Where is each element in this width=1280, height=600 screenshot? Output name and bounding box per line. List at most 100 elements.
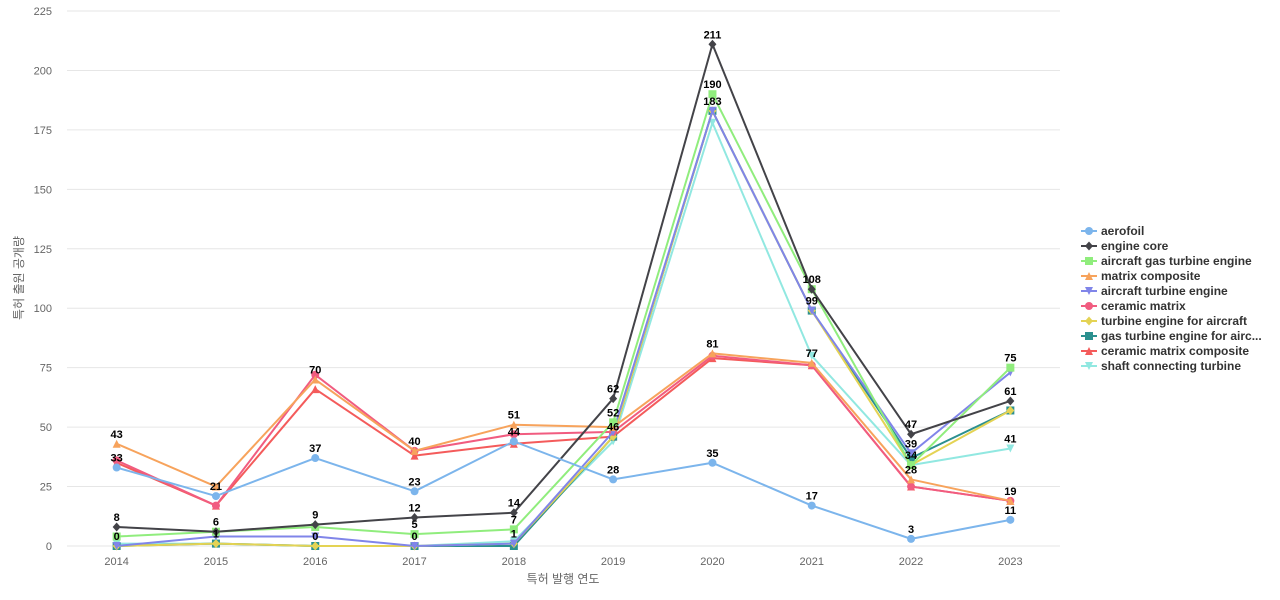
y-tick-label: 0 (46, 541, 52, 553)
data-point (807, 358, 816, 367)
legend-item[interactable]: turbine engine for aircraft (1081, 314, 1247, 328)
data-point (509, 420, 518, 429)
legend-item[interactable]: aerofoil (1081, 224, 1144, 238)
data-label: 1 (511, 529, 517, 541)
x-tick-label: 2016 (303, 556, 327, 568)
y-tick-label: 25 (40, 482, 52, 494)
data-label: 28 (905, 464, 917, 476)
x-tick-label: 2017 (402, 556, 426, 568)
data-point (410, 512, 419, 522)
data-point (410, 530, 419, 539)
data-label: 99 (806, 296, 818, 308)
legend-item[interactable]: ceramic matrix (1081, 299, 1186, 313)
legend-label: ceramic matrix composite (1101, 344, 1249, 358)
data-point (211, 527, 220, 537)
y-tick-label: 150 (34, 184, 52, 196)
data-label: 34 (905, 450, 918, 462)
data-point (807, 351, 816, 360)
data-point (509, 539, 518, 548)
data-point (907, 482, 916, 491)
data-point (112, 456, 121, 465)
data-point (609, 394, 618, 404)
legend-item[interactable]: ceramic matrix composite (1081, 344, 1249, 358)
legend-item[interactable]: matrix composite (1081, 269, 1201, 283)
data-label: 211 (704, 29, 722, 41)
legend-marker (1085, 347, 1093, 355)
data-point (807, 501, 816, 510)
series-line (116, 354, 1011, 507)
data-point (609, 423, 618, 432)
legend-marker (1085, 362, 1093, 370)
y-tick-label: 50 (40, 422, 52, 434)
data-label: 28 (607, 464, 619, 476)
series-aerofoil (112, 437, 1015, 543)
data-label: 11 (1005, 505, 1017, 517)
data-point (907, 449, 916, 458)
data-label: 41 (1004, 434, 1016, 446)
data-point (509, 430, 518, 439)
legend-label: aircraft turbine engine (1101, 284, 1228, 298)
data-point (509, 437, 518, 446)
data-label: 77 (806, 348, 818, 360)
data-label: 190 (703, 79, 721, 91)
data-label: 0 (114, 531, 120, 543)
data-label: 43 (111, 429, 123, 441)
series-line (116, 109, 1011, 547)
x-tick-label: 2015 (204, 556, 228, 568)
data-label: 14 (508, 498, 521, 510)
legend-marker (1085, 272, 1093, 280)
legend-label: shaft connecting turbine (1101, 359, 1241, 373)
data-point (1006, 515, 1015, 524)
data-label: 70 (309, 365, 321, 377)
data-label: 51 (508, 410, 520, 422)
y-tick-label: 175 (34, 125, 52, 137)
legend-label: matrix composite (1101, 269, 1201, 283)
data-point (211, 482, 220, 491)
y-tick-label: 125 (34, 244, 52, 256)
data-label: 23 (408, 476, 420, 488)
x-tick-label: 2014 (104, 556, 128, 568)
x-tick-label: 2022 (899, 556, 923, 568)
legend-marker (1085, 316, 1093, 326)
data-point (410, 542, 419, 550)
data-point (807, 284, 816, 294)
data-label: 44 (508, 426, 521, 438)
data-label: 62 (607, 384, 619, 396)
data-point (1006, 405, 1015, 415)
data-point (708, 349, 717, 358)
data-label: 12 (408, 502, 420, 514)
legend-item[interactable]: engine core (1081, 239, 1169, 253)
data-label: 81 (706, 338, 718, 350)
series-line (116, 43, 1011, 533)
data-label: 47 (905, 419, 917, 431)
legend-label: aerofoil (1101, 224, 1144, 238)
y-tick-label: 100 (34, 303, 52, 315)
data-point (112, 532, 121, 541)
data-label: 19 (1004, 486, 1016, 498)
data-label: 35 (706, 448, 718, 460)
data-point (311, 520, 320, 530)
y-tick-label: 200 (34, 65, 52, 77)
data-point (112, 522, 121, 532)
data-point (410, 487, 419, 496)
data-point (1006, 444, 1015, 453)
series-line (116, 352, 1011, 502)
data-point (1006, 396, 1015, 406)
data-label: 75 (1004, 353, 1016, 365)
series-matrix-composite (112, 349, 1015, 505)
data-label: 9 (312, 510, 318, 522)
legend-item[interactable]: shaft connecting turbine (1081, 359, 1241, 373)
legend-marker (1085, 332, 1093, 340)
data-point (112, 542, 121, 550)
data-point (509, 508, 518, 518)
legend-item[interactable]: aircraft turbine engine (1081, 284, 1228, 298)
data-point (410, 451, 419, 460)
legend-item[interactable]: aircraft gas turbine engine (1081, 254, 1252, 268)
data-point (907, 461, 916, 470)
data-point (907, 454, 916, 463)
data-point (311, 375, 320, 384)
legend-label: engine core (1101, 239, 1169, 253)
legend-item[interactable]: gas turbine engine for airc... (1081, 329, 1262, 343)
